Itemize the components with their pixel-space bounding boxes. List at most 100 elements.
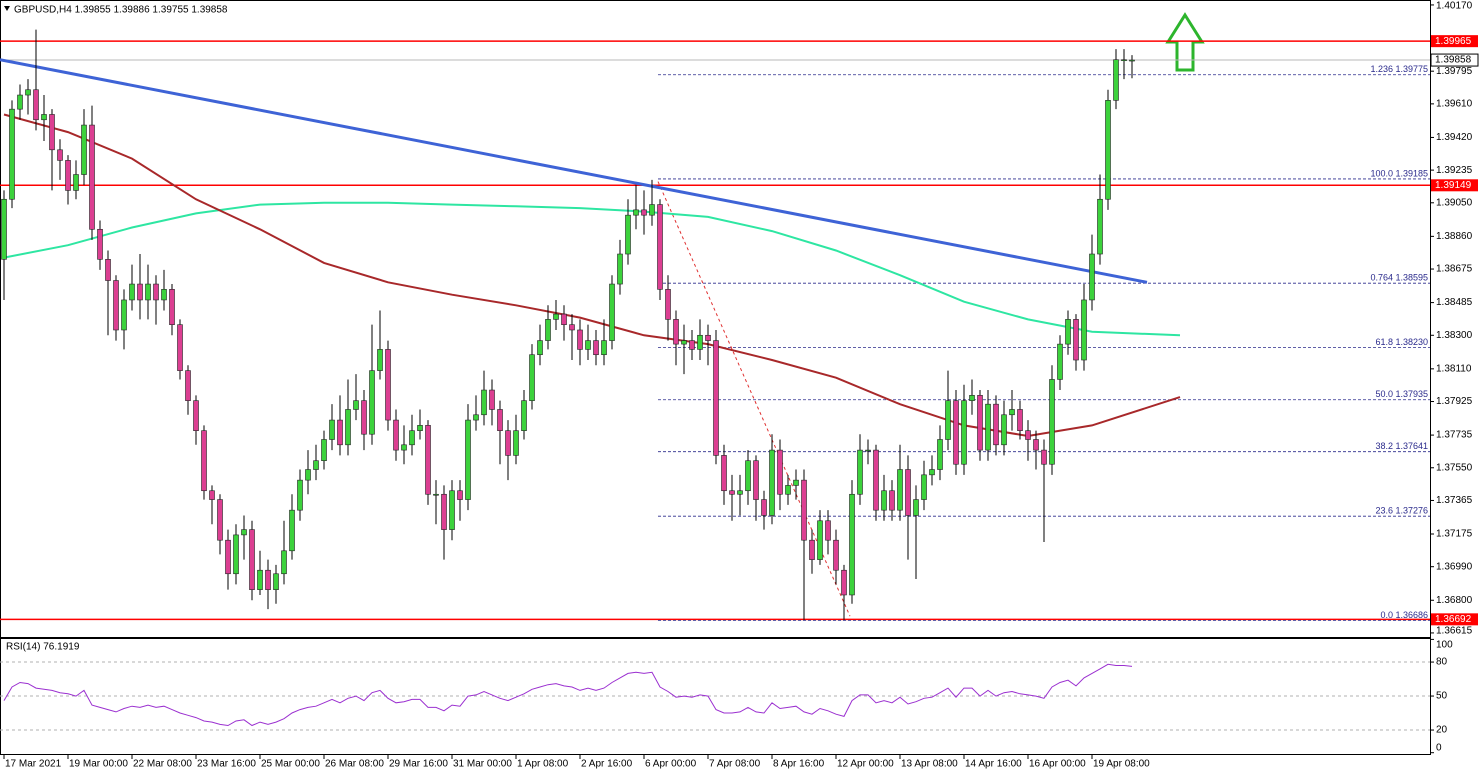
candle-body <box>769 449 775 516</box>
candle-body <box>657 204 663 290</box>
candle-body <box>361 400 367 435</box>
x-tick-label: 8 Apr 16:00 <box>773 759 825 770</box>
candle-body <box>729 490 735 495</box>
candle-body <box>97 228 103 260</box>
candle-body <box>513 430 519 456</box>
candle-body <box>1105 100 1111 200</box>
candle-body <box>161 289 167 301</box>
price-box-label: 1.39858 <box>1435 55 1472 66</box>
x-tick-label: 1 Apr 08:00 <box>517 759 569 770</box>
candle-body <box>241 529 247 536</box>
price-box <box>1431 35 1478 48</box>
candle-body <box>177 324 183 371</box>
y-tick-label: 1.38300 <box>1436 330 1473 341</box>
y-tick-label: 1.39420 <box>1436 132 1473 143</box>
candle-body <box>753 460 759 500</box>
candle-body <box>617 253 623 285</box>
candle-body <box>393 419 399 451</box>
candle-body <box>145 283 151 301</box>
candle-body <box>193 400 199 431</box>
candle-body <box>713 340 719 456</box>
candle-body <box>945 400 951 440</box>
candle-body <box>1033 439 1039 451</box>
y-tick-label: 50 <box>1436 691 1448 702</box>
candle-body <box>457 490 463 500</box>
candle-body <box>1065 319 1071 345</box>
candle-body <box>761 499 767 516</box>
candle-body <box>577 329 583 350</box>
candle-body <box>1057 343 1063 380</box>
candle-body <box>497 409 503 431</box>
x-tick-label: 7 Apr 08:00 <box>709 759 761 770</box>
candle-body <box>609 283 615 341</box>
y-tick-label: 80 <box>1436 657 1448 668</box>
candle-body <box>841 569 847 596</box>
candle-body <box>553 313 559 320</box>
candle-body <box>345 409 351 446</box>
candle-body <box>881 490 887 511</box>
y-tick-label: 1.38675 <box>1436 264 1473 275</box>
candle-body <box>441 493 447 530</box>
moving-average <box>3 201 1181 337</box>
x-tick-label: 19 Apr 08:00 <box>1093 759 1150 770</box>
candle-body <box>273 573 279 590</box>
candle-body <box>385 349 391 421</box>
candle-body <box>545 319 551 341</box>
candle-body <box>425 425 431 495</box>
candle-body <box>1049 379 1055 465</box>
fib-label: 61.8 1.38230 <box>1375 337 1428 347</box>
candle-body <box>593 340 599 356</box>
candle-body <box>1097 198 1103 255</box>
y-tick-label: 1.39235 <box>1436 165 1473 176</box>
y-tick-label: 1.37175 <box>1436 529 1473 540</box>
candle-body <box>561 313 567 325</box>
x-tick-label: 17 Mar 2021 <box>5 759 62 770</box>
candle-body <box>705 334 711 341</box>
menu-icon <box>4 6 10 11</box>
candle-body <box>633 209 639 216</box>
candle-body <box>673 319 679 345</box>
candle-body <box>801 479 807 541</box>
candle-body <box>681 340 687 345</box>
x-tick-label: 23 Mar 16:00 <box>197 759 256 770</box>
candle-body <box>489 389 495 410</box>
candle-body <box>281 550 287 575</box>
candle-body <box>665 289 671 320</box>
candle-body <box>401 444 407 451</box>
x-tick-label: 26 Mar 08:00 <box>325 759 384 770</box>
candle-body <box>1041 449 1047 465</box>
candle-body <box>369 370 375 435</box>
candle-body <box>465 419 471 500</box>
candle-body <box>505 430 511 456</box>
candle-body <box>137 283 143 301</box>
candle-body <box>641 209 647 216</box>
candle-body <box>201 430 207 492</box>
candle-body <box>689 340 695 350</box>
candle-body <box>313 460 319 470</box>
candle-body <box>377 349 383 371</box>
x-tick-label: 14 Apr 16:00 <box>965 759 1022 770</box>
candle-body <box>993 403 999 446</box>
up-arrow <box>1165 12 1205 72</box>
candle-body <box>217 499 223 541</box>
candle-body <box>817 520 823 560</box>
candle-body <box>9 108 15 200</box>
candle-body <box>41 114 47 121</box>
fib-label: 50.0 1.37935 <box>1375 389 1428 399</box>
y-tick-label: 1.38110 <box>1436 363 1472 374</box>
x-tick-label: 12 Apr 00:00 <box>837 759 894 770</box>
y-tick-label: 1.37550 <box>1436 462 1473 473</box>
candle-body <box>329 419 335 440</box>
candle-body <box>25 89 31 96</box>
fib-anchor <box>657 181 851 617</box>
x-tick-label: 29 Mar 16:00 <box>389 759 448 770</box>
candle-body <box>449 490 455 530</box>
candle-body <box>777 449 783 495</box>
candle-body <box>849 493 855 596</box>
candle-body <box>737 490 743 495</box>
candle-body <box>857 449 863 495</box>
candle-body <box>649 204 655 216</box>
candle-body <box>289 509 295 552</box>
x-tick-label: 6 Apr 00:00 <box>645 759 697 770</box>
